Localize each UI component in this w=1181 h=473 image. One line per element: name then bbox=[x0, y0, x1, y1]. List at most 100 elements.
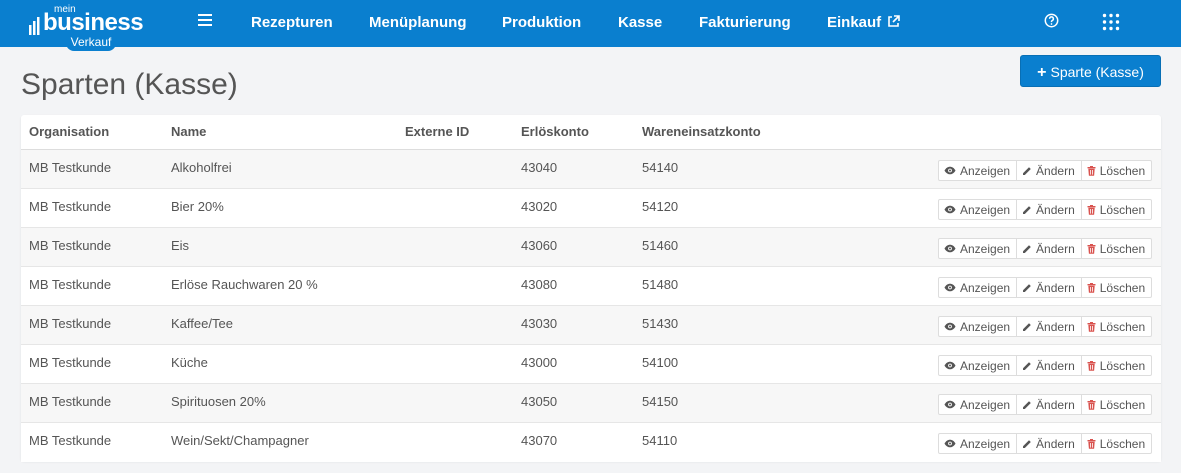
view-label: Anzeigen bbox=[960, 397, 1011, 412]
hamburger-icon[interactable] bbox=[198, 14, 212, 28]
cell-name: Erlöse Rauchwaren 20 % bbox=[171, 277, 318, 292]
edit-label: Ändern bbox=[1036, 358, 1075, 373]
table-row: MB Testkunde Eis 43060 51460 Anzeigen Ändern L… bbox=[21, 228, 1161, 267]
cell-organisation: MB Testkunde bbox=[29, 160, 112, 175]
cell-wareneinsatzkonto: 54120 bbox=[642, 199, 679, 214]
eye-icon bbox=[944, 361, 956, 370]
trash-icon bbox=[1087, 165, 1096, 176]
pencil-icon bbox=[1023, 166, 1031, 175]
trash-icon bbox=[1087, 243, 1096, 254]
cell-erloeskonto: 43080 bbox=[521, 277, 558, 292]
column-header-externe-id[interactable]: Externe ID bbox=[405, 124, 470, 139]
cell-wareneinsatzkonto: 51430 bbox=[642, 316, 679, 331]
delete-button[interactable]: Löschen bbox=[1080, 238, 1153, 259]
view-button[interactable]: Anzeigen bbox=[938, 199, 1018, 220]
trash-icon bbox=[1087, 282, 1096, 293]
eye-icon bbox=[944, 205, 956, 214]
table-row: MB Testkunde Küche 43000 54100 Anzeigen Änder… bbox=[21, 345, 1161, 384]
delete-label: Löschen bbox=[1099, 163, 1146, 178]
cell-organisation: MB Testkunde bbox=[29, 433, 112, 448]
edit-label: Ändern bbox=[1036, 241, 1075, 256]
column-header-organisation[interactable]: Organisation bbox=[29, 124, 110, 139]
view-label: Anzeigen bbox=[960, 319, 1011, 334]
add-sparte-button[interactable]: + Sparte (Kasse) bbox=[1020, 55, 1161, 87]
nav-item-kasse[interactable]: Kasse bbox=[618, 14, 663, 31]
eye-icon bbox=[944, 322, 956, 331]
eye-icon bbox=[944, 400, 956, 409]
edit-button[interactable]: Ändern bbox=[1016, 433, 1082, 454]
top-navbar: mein business Verkauf Rezepturen Menüpla… bbox=[0, 0, 1181, 51]
delete-button[interactable]: Löschen bbox=[1080, 433, 1153, 454]
row-actions: Anzeigen Ändern Löschen bbox=[938, 160, 1153, 181]
pencil-icon bbox=[1023, 400, 1031, 409]
edit-label: Ändern bbox=[1036, 397, 1075, 412]
cell-organisation: MB Testkunde bbox=[29, 355, 112, 370]
delete-button[interactable]: Löschen bbox=[1080, 160, 1153, 181]
row-actions: Anzeigen Ändern Löschen bbox=[938, 199, 1153, 220]
nav-item-produktion[interactable]: Produktion bbox=[502, 14, 582, 31]
edit-label: Ändern bbox=[1036, 436, 1075, 451]
pencil-icon bbox=[1023, 322, 1031, 331]
view-button[interactable]: Anzeigen bbox=[938, 394, 1018, 415]
column-header-name[interactable]: Name bbox=[171, 124, 207, 139]
view-button[interactable]: Anzeigen bbox=[938, 277, 1018, 298]
view-button[interactable]: Anzeigen bbox=[938, 160, 1018, 181]
nav-item-menueplanung[interactable]: Menüplanung bbox=[369, 14, 467, 31]
edit-label: Ändern bbox=[1036, 319, 1075, 334]
plus-icon: + bbox=[1037, 64, 1047, 81]
logo-bars-icon bbox=[29, 17, 40, 35]
delete-label: Löschen bbox=[1099, 202, 1146, 217]
edit-label: Ändern bbox=[1036, 280, 1075, 295]
nav-item-rezepturen[interactable]: Rezepturen bbox=[251, 14, 333, 31]
view-button[interactable]: Anzeigen bbox=[938, 433, 1018, 454]
nav-item-einkauf-label: Einkauf bbox=[827, 14, 882, 31]
pencil-icon bbox=[1023, 244, 1031, 253]
column-header-erloeskonto[interactable]: Erlöskonto bbox=[521, 124, 589, 139]
cell-erloeskonto: 43070 bbox=[521, 433, 558, 448]
logo-business-text: business bbox=[43, 9, 144, 36]
app-logo[interactable]: mein business Verkauf bbox=[29, 3, 159, 51]
delete-button[interactable]: Löschen bbox=[1080, 277, 1153, 298]
delete-button[interactable]: Löschen bbox=[1080, 355, 1153, 376]
edit-button[interactable]: Ändern bbox=[1016, 394, 1082, 415]
table-row: MB Testkunde Spirituosen 20% 43050 54150 Anz… bbox=[21, 384, 1161, 423]
delete-label: Löschen bbox=[1099, 319, 1146, 334]
trash-icon bbox=[1087, 204, 1096, 215]
add-sparte-label: Sparte (Kasse) bbox=[1050, 64, 1144, 80]
question-circle-icon[interactable] bbox=[1044, 13, 1059, 28]
nav-item-einkauf[interactable]: Einkauf bbox=[827, 14, 901, 31]
cell-wareneinsatzkonto: 54100 bbox=[642, 355, 679, 370]
external-link-icon bbox=[888, 15, 901, 27]
cell-wareneinsatzkonto: 51480 bbox=[642, 277, 679, 292]
cell-organisation: MB Testkunde bbox=[29, 277, 112, 292]
grid-icon[interactable] bbox=[1102, 13, 1120, 31]
cell-name: Alkoholfrei bbox=[171, 160, 232, 175]
cell-organisation: MB Testkunde bbox=[29, 394, 112, 409]
view-button[interactable]: Anzeigen bbox=[938, 316, 1018, 337]
delete-label: Löschen bbox=[1099, 280, 1146, 295]
edit-button[interactable]: Ändern bbox=[1016, 199, 1082, 220]
cell-name: Kaffee/Tee bbox=[171, 316, 233, 331]
pencil-icon bbox=[1023, 361, 1031, 370]
row-actions: Anzeigen Ändern Löschen bbox=[938, 238, 1153, 259]
view-button[interactable]: Anzeigen bbox=[938, 355, 1018, 376]
delete-button[interactable]: Löschen bbox=[1080, 316, 1153, 337]
nav-item-fakturierung[interactable]: Fakturierung bbox=[699, 14, 791, 31]
delete-label: Löschen bbox=[1099, 358, 1146, 373]
delete-button[interactable]: Löschen bbox=[1080, 199, 1153, 220]
edit-button[interactable]: Ändern bbox=[1016, 355, 1082, 376]
column-header-wareneinsatzkonto[interactable]: Wareneinsatzkonto bbox=[642, 124, 761, 139]
logo-badge: Verkauf bbox=[66, 33, 116, 51]
edit-button[interactable]: Ändern bbox=[1016, 238, 1082, 259]
edit-button[interactable]: Ändern bbox=[1016, 160, 1082, 181]
row-actions: Anzeigen Ändern Löschen bbox=[938, 355, 1153, 376]
view-button[interactable]: Anzeigen bbox=[938, 238, 1018, 259]
trash-icon bbox=[1087, 399, 1096, 410]
edit-button[interactable]: Ändern bbox=[1016, 277, 1082, 298]
table-row: MB Testkunde Wein/Sekt/Champagner 43070 541… bbox=[21, 423, 1161, 462]
cell-erloeskonto: 43030 bbox=[521, 316, 558, 331]
cell-wareneinsatzkonto: 54110 bbox=[642, 433, 678, 448]
delete-button[interactable]: Löschen bbox=[1080, 394, 1153, 415]
view-label: Anzeigen bbox=[960, 358, 1011, 373]
edit-button[interactable]: Ändern bbox=[1016, 316, 1082, 337]
